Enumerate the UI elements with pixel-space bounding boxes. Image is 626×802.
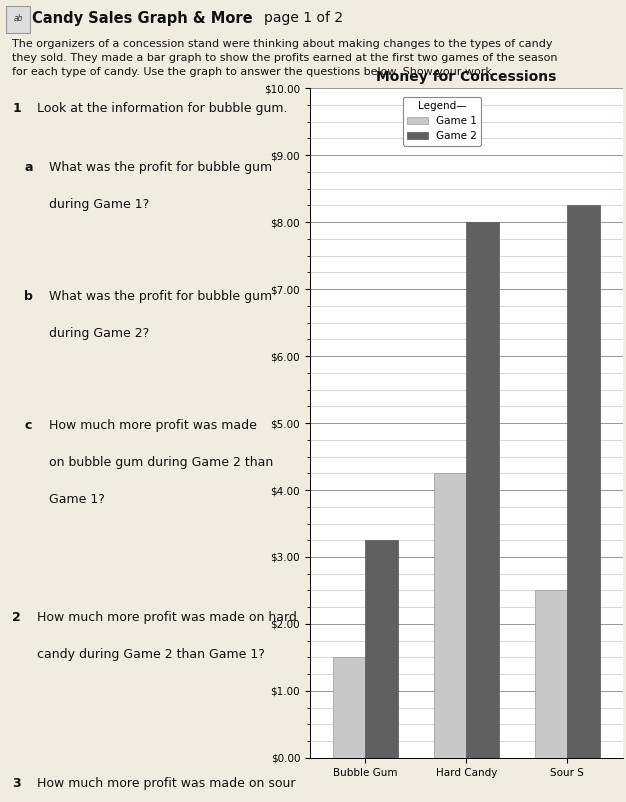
Text: Look at the information for bubble gum.: Look at the information for bubble gum. xyxy=(36,102,287,115)
Text: c: c xyxy=(24,419,32,432)
Bar xyxy=(535,590,567,758)
Text: What was the profit for bubble gum: What was the profit for bubble gum xyxy=(49,161,272,174)
Text: Candy Sales Graph & More: Candy Sales Graph & More xyxy=(32,11,253,26)
Text: candy during Game 2 than Game 1?: candy during Game 2 than Game 1? xyxy=(36,648,265,661)
Text: How much more profit was made on sour: How much more profit was made on sour xyxy=(36,777,295,791)
Text: Game 1?: Game 1? xyxy=(49,493,105,506)
Text: ab: ab xyxy=(14,14,23,23)
Bar xyxy=(333,658,366,758)
Text: 2: 2 xyxy=(13,611,21,624)
Text: How much more profit was made: How much more profit was made xyxy=(49,419,257,432)
Bar xyxy=(567,205,600,758)
Text: a: a xyxy=(24,161,33,174)
Legend: Game 1, Game 2: Game 1, Game 2 xyxy=(403,97,481,145)
Bar xyxy=(366,541,398,758)
Text: How much more profit was made on hard: How much more profit was made on hard xyxy=(36,611,297,624)
Text: during Game 2?: during Game 2? xyxy=(49,327,149,340)
Text: 3: 3 xyxy=(13,777,21,791)
Text: 1: 1 xyxy=(13,102,21,115)
Text: b: b xyxy=(24,290,33,303)
Bar xyxy=(466,222,499,758)
Text: page 1 of 2: page 1 of 2 xyxy=(264,11,343,26)
Text: during Game 1?: during Game 1? xyxy=(49,198,149,211)
Text: The organizers of a concession stand were thinking about making changes to the t: The organizers of a concession stand wer… xyxy=(13,38,558,78)
Bar xyxy=(434,473,466,758)
Text: on bubble gum during Game 2 than: on bubble gum during Game 2 than xyxy=(49,456,273,469)
Bar xyxy=(6,6,29,33)
Text: What was the profit for bubble gum: What was the profit for bubble gum xyxy=(49,290,272,303)
Title: Money for Concessions: Money for Concessions xyxy=(376,71,557,84)
